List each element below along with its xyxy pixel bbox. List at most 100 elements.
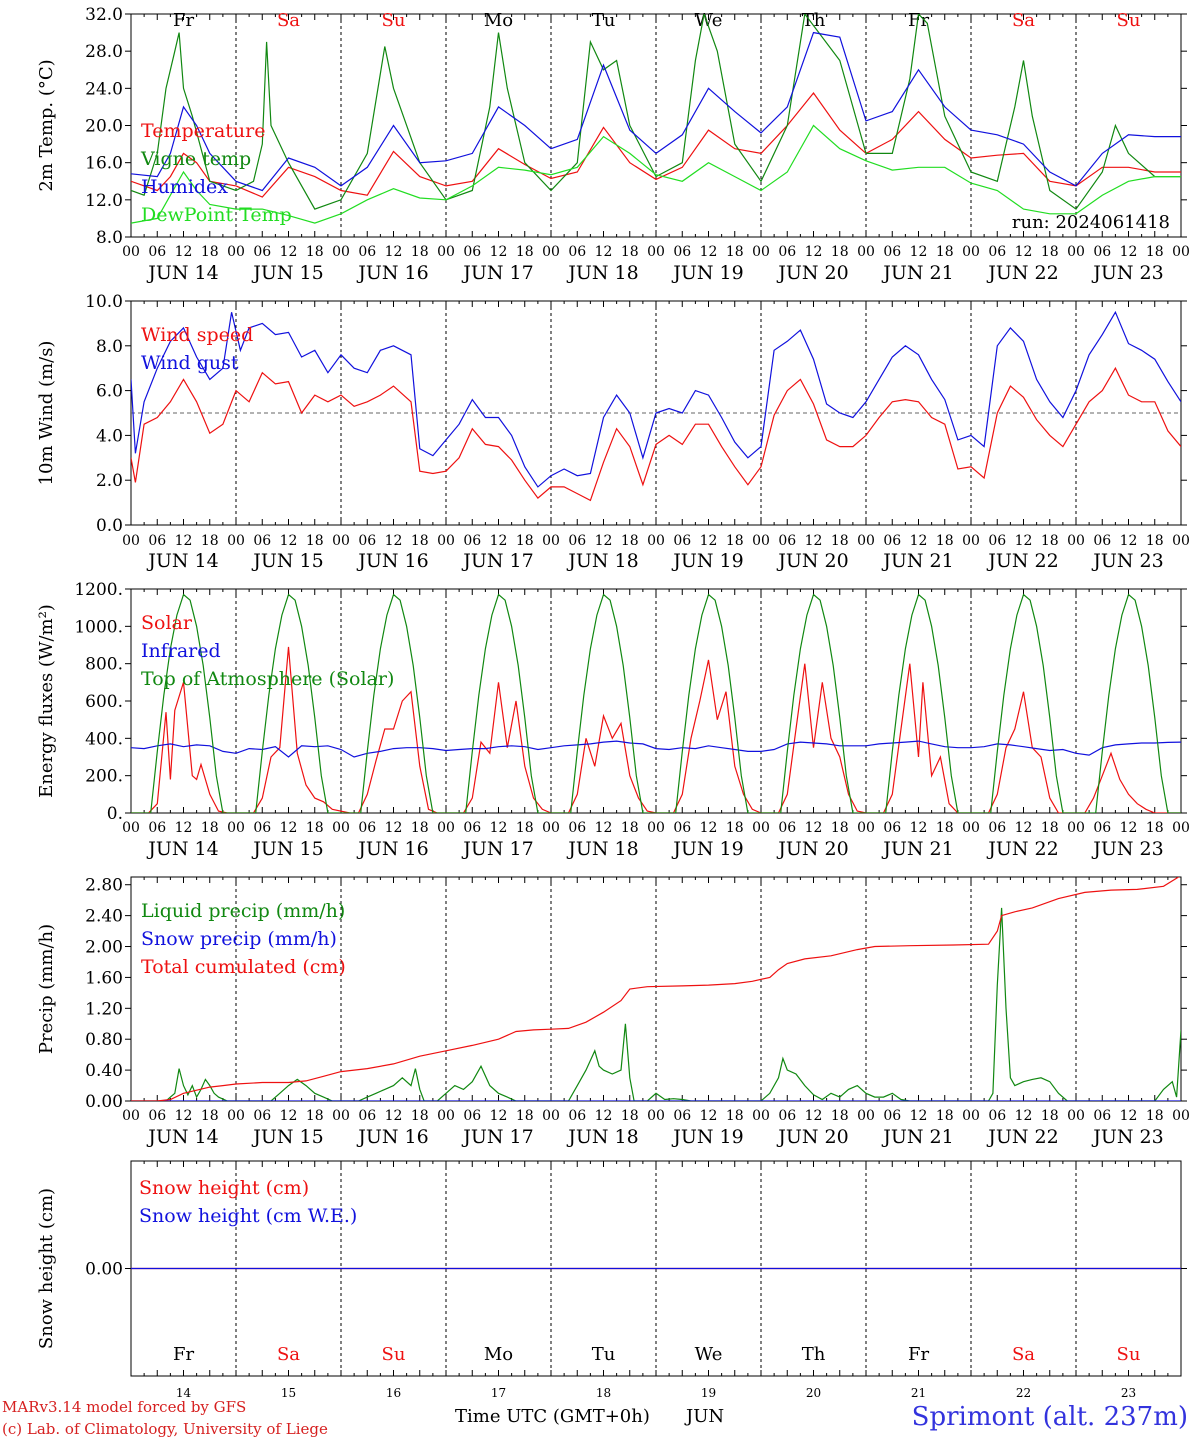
hour-label: 18 — [831, 1108, 849, 1124]
month-label: JUN — [686, 1406, 725, 1427]
day-number: 19 — [701, 1386, 716, 1400]
hour-label: 00 — [647, 244, 665, 260]
copyright-note: (c) Lab. of Climatology, University of L… — [2, 1420, 328, 1438]
legend-dew: DewPoint Temp — [141, 204, 292, 226]
day-number: 20 — [806, 1386, 821, 1400]
legend-liquid: Liquid precip (mm/h) — [141, 900, 345, 922]
y-tick-label: 2.80 — [85, 876, 123, 896]
date-label: JUN 20 — [776, 838, 848, 860]
y-tick-label: 16.0 — [85, 154, 123, 174]
day-number: 14 — [176, 1386, 192, 1400]
date-label: JUN 17 — [461, 262, 533, 284]
hour-label: 18 — [1146, 1108, 1164, 1124]
date-label: JUN 23 — [1091, 838, 1163, 860]
series-humidex — [131, 31, 1181, 192]
date-label: JUN 21 — [881, 262, 953, 284]
date-label: JUN 23 — [1091, 1126, 1163, 1148]
hour-label: 00 — [542, 244, 560, 260]
y-tick-label: 0. — [107, 804, 123, 824]
y-tick-label: 2.00 — [85, 938, 123, 958]
hour-label: 18 — [1041, 244, 1059, 260]
hour-label: 06 — [358, 533, 376, 549]
hour-label: 00 — [542, 1108, 560, 1124]
hour-label: 00 — [122, 533, 140, 549]
hour-label: 12 — [595, 533, 613, 549]
plot-frame — [130, 588, 1182, 814]
hour-label: 18 — [726, 533, 744, 549]
legend-infrared: Infrared — [141, 640, 221, 662]
y-tick-label: 400. — [85, 729, 123, 749]
hour-label: 18 — [936, 820, 954, 836]
panel-3: 0. 200. 400. 600. 800. 1000. 1200. Energy fluxe… — [36, 580, 1190, 860]
hour-label: 06 — [1093, 820, 1111, 836]
hour-label: 00 — [962, 820, 980, 836]
hour-label: 18 — [726, 820, 744, 836]
legend-snowh: Snow height (cm) — [139, 1177, 309, 1199]
hour-label: 06 — [883, 244, 901, 260]
hour-label: 00 — [227, 1108, 245, 1124]
date-label: JUN 17 — [461, 1126, 533, 1148]
legend-speed: Wind speed — [141, 324, 253, 346]
hour-label: 06 — [358, 1108, 376, 1124]
hour-label: 00 — [1172, 244, 1190, 260]
series-temp — [131, 92, 1181, 198]
hour-label: 06 — [988, 1108, 1006, 1124]
hour-label: 12 — [805, 533, 823, 549]
hour-label: 12 — [910, 1108, 928, 1124]
hour-label: 18 — [516, 533, 534, 549]
hour-label: 06 — [988, 533, 1006, 549]
hour-label: 18 — [621, 1108, 639, 1124]
y-tick-label: 4.0 — [96, 426, 123, 446]
y-tick-label: 24.0 — [85, 79, 123, 99]
hour-label: 06 — [148, 1108, 166, 1124]
y-tick-label: 200. — [85, 767, 123, 787]
hour-label: 06 — [673, 244, 691, 260]
hour-label: 06 — [253, 244, 271, 260]
date-label: JUN 22 — [986, 838, 1058, 860]
date-label: JUN 20 — [776, 1126, 848, 1148]
hour-label: 00 — [1067, 244, 1085, 260]
hour-label: 12 — [595, 820, 613, 836]
y-tick-label: 20.0 — [85, 117, 123, 137]
hour-label: 06 — [148, 533, 166, 549]
y-tick-label: 32.0 — [85, 5, 123, 25]
date-label: JUN 20 — [776, 262, 848, 284]
hour-label: 18 — [726, 244, 744, 260]
y-tick-label: 8.0 — [96, 228, 123, 248]
hour-label: 06 — [988, 820, 1006, 836]
hour-label: 12 — [280, 820, 298, 836]
date-label: JUN 15 — [251, 838, 323, 860]
y-tick-label: 0.80 — [85, 1030, 123, 1050]
date-label: JUN 20 — [776, 550, 848, 572]
hour-label: 18 — [1041, 820, 1059, 836]
hour-label: 12 — [1015, 820, 1033, 836]
hour-label: 06 — [1093, 244, 1111, 260]
date-label: JUN 14 — [146, 838, 218, 860]
day-name: Fr — [908, 10, 929, 31]
hour-label: 12 — [385, 820, 403, 836]
y-tick-label: 8.0 — [96, 337, 123, 357]
date-label: JUN 23 — [1091, 550, 1163, 572]
model-note: MARv3.14 model forced by GFS — [2, 1398, 247, 1416]
date-label: JUN 19 — [671, 550, 743, 572]
date-label: JUN 23 — [1091, 262, 1163, 284]
hour-label: 12 — [1015, 1108, 1033, 1124]
hour-label: 18 — [516, 244, 534, 260]
hour-label: 18 — [306, 820, 324, 836]
hour-label: 00 — [332, 1108, 350, 1124]
hour-label: 06 — [778, 1108, 796, 1124]
hour-label: 06 — [568, 244, 586, 260]
hour-label: 06 — [568, 1108, 586, 1124]
hour-label: 12 — [1120, 244, 1138, 260]
day-name: Th — [802, 10, 826, 31]
hour-label: 00 — [752, 1108, 770, 1124]
hour-label: 12 — [805, 820, 823, 836]
series-cum — [131, 877, 1180, 1101]
hour-label: 00 — [437, 1108, 455, 1124]
hour-label: 00 — [437, 244, 455, 260]
hour-label: 12 — [700, 244, 718, 260]
hour-label: 00 — [332, 533, 350, 549]
series-dew — [131, 124, 1181, 224]
hour-label: 00 — [962, 533, 980, 549]
date-label: JUN 21 — [881, 838, 953, 860]
